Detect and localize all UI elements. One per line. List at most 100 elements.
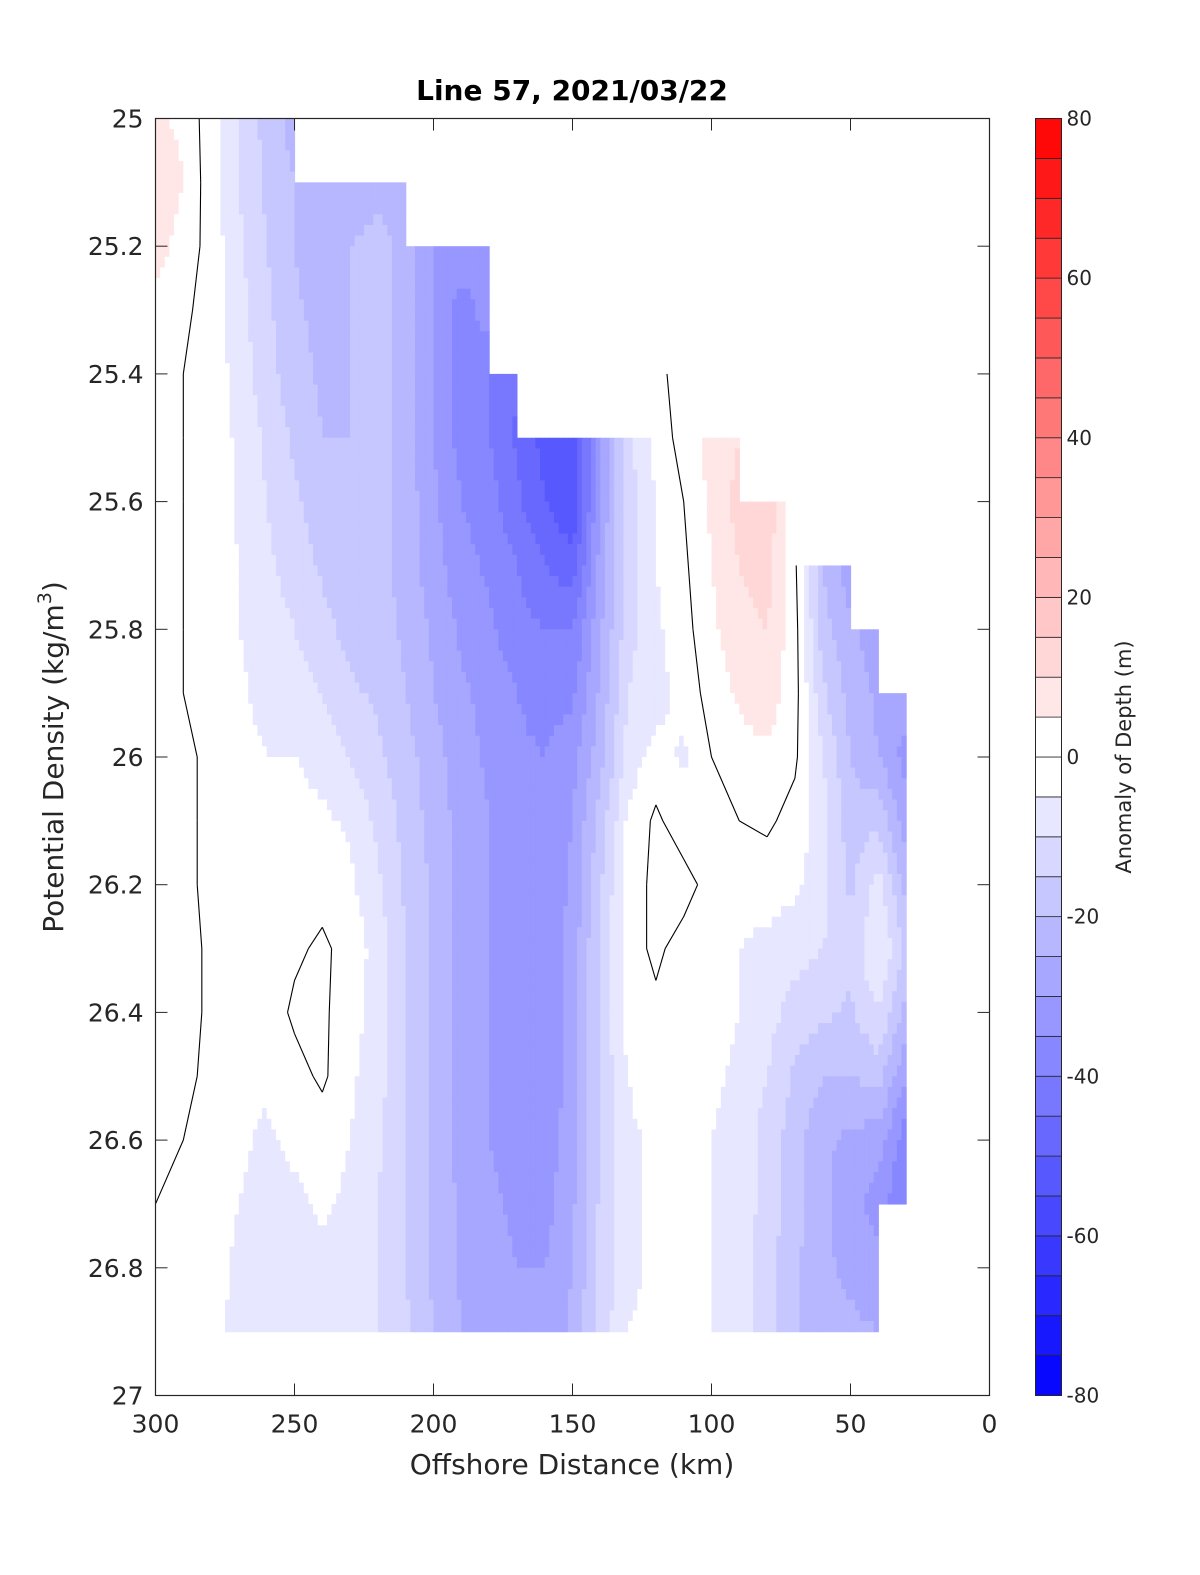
contour-cell — [304, 619, 309, 630]
contour-cell — [322, 629, 327, 640]
contour-cell — [392, 438, 397, 449]
contour-cell — [401, 278, 406, 289]
contour-cell — [452, 267, 457, 278]
contour-cell — [813, 619, 818, 630]
contour-cell — [156, 661, 161, 672]
contour-cell — [318, 608, 323, 619]
contour-cell — [262, 629, 267, 640]
contour-cell — [693, 619, 698, 630]
contour-cell — [220, 672, 225, 683]
contour-cell — [596, 438, 601, 449]
contour-cell — [531, 587, 536, 598]
contour-cell — [345, 395, 350, 406]
contour-cell — [239, 204, 244, 215]
contour-cell — [188, 491, 193, 502]
contour-cell — [633, 672, 638, 683]
contour-cell — [373, 374, 378, 385]
contour-cell — [169, 608, 174, 619]
contour-cell — [373, 597, 378, 608]
contour-cell — [156, 214, 161, 225]
contour-cell — [535, 651, 540, 662]
contour-cell — [591, 683, 596, 694]
contour-cell — [480, 438, 485, 449]
contour-cell — [160, 427, 165, 438]
contour-cell — [202, 576, 207, 587]
contour-cell — [512, 491, 517, 502]
contour-cell — [401, 565, 406, 576]
contour-cell — [656, 619, 661, 630]
contour-cell — [378, 480, 383, 491]
contour-cell — [475, 353, 480, 364]
contour-cell — [327, 534, 332, 545]
contour-cell — [489, 470, 494, 481]
contour-cell — [364, 416, 369, 427]
contour-cell — [257, 321, 262, 332]
contour-cell — [369, 342, 374, 353]
contour-cell — [586, 502, 591, 513]
contour-cell — [276, 299, 281, 310]
contour-cell — [429, 555, 434, 566]
contour-cell — [299, 565, 304, 576]
contour-cell — [285, 225, 290, 236]
contour-cell — [387, 427, 392, 438]
contour-cell — [318, 289, 323, 300]
contour-cell — [582, 480, 587, 491]
contour-cell — [345, 225, 350, 236]
contour-cell — [401, 257, 406, 268]
contour-cell — [401, 651, 406, 662]
contour-cell — [619, 640, 624, 651]
contour-cell — [443, 278, 448, 289]
contour-cell — [628, 555, 633, 566]
contour-cell — [225, 438, 230, 449]
contour-cell — [156, 406, 161, 417]
contour-cell — [341, 331, 346, 342]
contour-cell — [447, 544, 452, 555]
contour-cell — [540, 565, 545, 576]
contour-cell — [647, 555, 652, 566]
contour-cell — [299, 555, 304, 566]
contour-cell — [341, 587, 346, 598]
contour-cell — [230, 576, 235, 587]
contour-cell — [406, 512, 411, 523]
contour-cell — [684, 459, 689, 470]
contour-cell — [725, 576, 730, 587]
contour-cell — [332, 619, 337, 630]
contour-cell — [202, 544, 207, 555]
contour-cell — [484, 438, 489, 449]
contour-cell — [846, 565, 851, 576]
contour-cell — [318, 448, 323, 459]
contour-cell — [420, 683, 425, 694]
contour-cell — [216, 267, 221, 278]
contour-cell — [220, 321, 225, 332]
contour-cell — [253, 150, 258, 161]
contour-cell — [596, 576, 601, 587]
contour-cell — [290, 427, 295, 438]
contour-cell — [614, 555, 619, 566]
contour-cell — [415, 502, 420, 513]
contour-cell — [257, 129, 262, 140]
contour-cell — [244, 448, 249, 459]
contour-cell — [415, 321, 420, 332]
contour-cell — [447, 363, 452, 374]
contour-cell — [443, 448, 448, 459]
contour-cell — [517, 661, 522, 672]
contour-cell — [568, 459, 573, 470]
contour-cell — [522, 587, 527, 598]
contour-cell — [345, 470, 350, 481]
contour-cell — [276, 629, 281, 640]
contour-cell — [549, 661, 554, 672]
contour-cell — [406, 576, 411, 587]
contour-cell — [234, 395, 239, 406]
contour-cell — [253, 225, 258, 236]
contour-cell — [304, 523, 309, 534]
contour-cell — [257, 672, 262, 683]
contour-cell — [216, 331, 221, 342]
contour-cell — [392, 395, 397, 406]
contour-cell — [188, 182, 193, 193]
contour-cell — [174, 236, 179, 247]
contour-cell — [693, 555, 698, 566]
contour-cell — [169, 395, 174, 406]
contour-cell — [424, 267, 429, 278]
contour-cell — [420, 416, 425, 427]
contour-cell — [702, 587, 707, 598]
